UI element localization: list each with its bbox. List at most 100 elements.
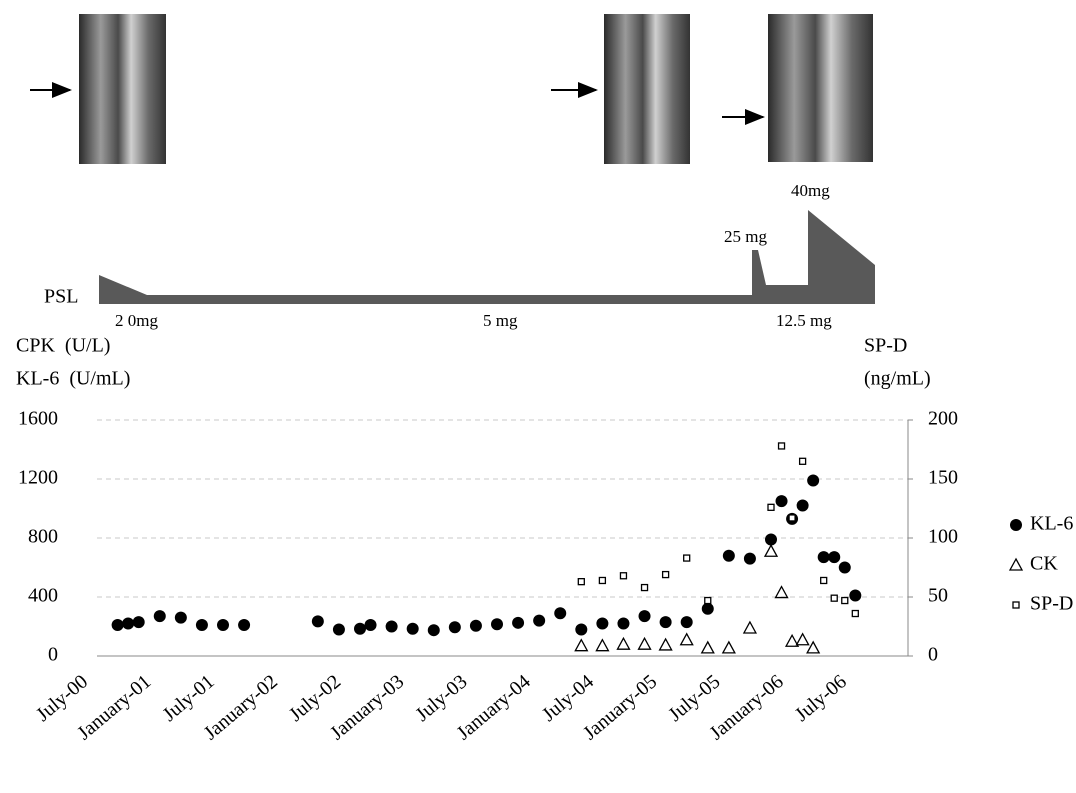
left-axis-label: CPK (U/L) <box>16 335 110 357</box>
plot: 040080012001600050100150200July-00Januar… <box>18 408 1073 745</box>
kl6-point <box>828 551 841 564</box>
kl6-point <box>354 622 366 635</box>
kl6-point <box>448 621 461 634</box>
kl6-point <box>743 552 756 565</box>
kl6-point <box>817 551 830 564</box>
kl6-point <box>659 616 672 629</box>
spd-point <box>820 576 828 585</box>
kl6-point <box>364 619 377 632</box>
ck-point <box>679 632 694 646</box>
kl6-point <box>122 617 135 630</box>
dose-label: 2 0mg <box>115 311 158 330</box>
y-tick-label: 0 <box>48 644 58 666</box>
ck-point <box>806 640 821 654</box>
legend-label: SP-D <box>1030 593 1073 615</box>
kl6-point <box>838 561 851 574</box>
spd-point <box>661 570 670 579</box>
right-axis-label: (ng/mL) <box>864 368 931 390</box>
kl6-point <box>807 474 820 487</box>
ck-point <box>721 640 736 654</box>
x-tick-label: July-05 <box>664 670 724 725</box>
x-tick-label: July-06 <box>791 670 851 725</box>
legend-marker <box>1008 557 1024 571</box>
psl-dose-shape <box>99 210 875 304</box>
kl6-point <box>554 607 567 620</box>
kl6-point <box>427 624 440 637</box>
kl6-point <box>849 589 862 602</box>
psl-label: PSL <box>44 286 78 308</box>
kl6-point <box>491 618 503 631</box>
dose-label: 25 mg <box>724 227 767 246</box>
x-tick-label: July-03 <box>411 670 471 725</box>
y-tick-label: 800 <box>28 526 58 548</box>
x-tick-label: July-04 <box>538 670 598 725</box>
dose-label: 5 mg <box>483 311 518 330</box>
spd-point <box>577 578 585 586</box>
kl6-point <box>701 602 714 615</box>
y2-tick-label: 200 <box>928 408 958 430</box>
ck-point <box>637 636 652 650</box>
xray-images <box>30 14 873 164</box>
kl6-point <box>385 620 398 633</box>
ck-point <box>595 638 610 652</box>
spd-point <box>640 583 649 592</box>
y-tick-label: 400 <box>28 585 58 607</box>
ck-point <box>658 637 673 651</box>
xray <box>604 14 690 164</box>
left-axis-label: KL-6 (U/mL) <box>16 368 130 390</box>
spd-point <box>598 576 607 585</box>
legend-label: KL-6 <box>1030 513 1073 535</box>
spd-point <box>798 457 807 465</box>
kl6-point <box>174 611 187 624</box>
spd-point <box>777 442 786 450</box>
kl6-point <box>217 619 229 632</box>
legend-marker <box>1010 519 1022 531</box>
kl6-point <box>575 623 588 636</box>
spd-point <box>704 596 712 605</box>
ck-point <box>774 585 789 599</box>
y-tick-label: 1200 <box>18 467 58 489</box>
kl6-point <box>311 615 324 628</box>
ck-point <box>700 640 715 654</box>
x-tick-label: July-00 <box>32 670 92 725</box>
kl6-point <box>132 616 145 629</box>
kl6-point <box>111 619 124 632</box>
dose-label: 40mg <box>791 181 830 200</box>
kl6-point <box>153 610 166 623</box>
x-tick-label: July-01 <box>159 670 219 725</box>
kl6-point <box>796 499 809 512</box>
kl6-point <box>775 495 788 508</box>
y2-tick-label: 50 <box>928 585 948 607</box>
kl6-point <box>596 617 609 630</box>
kl6-point <box>332 623 345 636</box>
spd-point <box>841 596 849 605</box>
kl6-point <box>195 619 208 632</box>
y2-tick-label: 150 <box>928 467 958 489</box>
spd-point <box>830 594 838 602</box>
spd-point <box>683 554 691 562</box>
kl6-point <box>680 616 693 629</box>
ck-point <box>616 636 631 650</box>
legend-label: CK <box>1030 553 1058 575</box>
ck-point <box>763 543 779 557</box>
kl6-point <box>238 619 251 632</box>
kl6-point <box>765 533 777 546</box>
y2-tick-label: 0 <box>928 644 938 666</box>
spd-point <box>851 609 859 618</box>
y-tick-label: 1600 <box>18 408 58 430</box>
y2-tick-label: 100 <box>928 526 958 548</box>
kl6-point <box>533 614 546 627</box>
kl6-point <box>469 619 482 632</box>
x-tick-label: July-02 <box>285 670 345 725</box>
right-axis-label: SP-D <box>864 335 907 357</box>
spd-point <box>767 503 775 511</box>
ck-point <box>742 620 758 634</box>
xray <box>768 14 873 162</box>
psl-schedule: PSL 2 0mg 5 mg 12.5 mg 25 mg 40mg <box>44 181 875 330</box>
kl6-point <box>722 549 735 562</box>
ck-point <box>784 633 800 647</box>
xray <box>79 14 166 164</box>
spd-point <box>619 572 628 580</box>
ck-point <box>795 632 810 646</box>
